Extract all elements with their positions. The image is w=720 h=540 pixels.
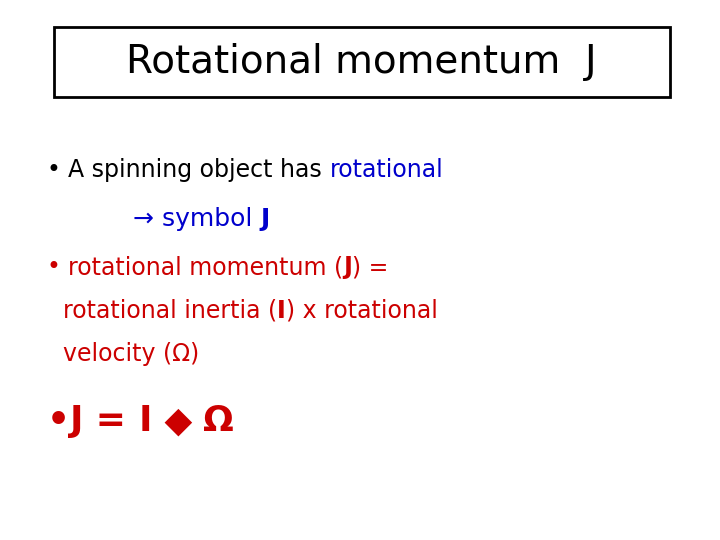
- Text: J: J: [261, 207, 270, 231]
- FancyBboxPatch shape: [54, 27, 670, 97]
- Text: ) x rotational: ) x rotational: [286, 299, 437, 322]
- Text: ) =: ) =: [352, 255, 389, 279]
- Text: rotational momentum (: rotational momentum (: [68, 255, 343, 279]
- Text: velocity (Ω): velocity (Ω): [63, 342, 199, 366]
- Text: •: •: [47, 158, 68, 182]
- Text: Rotational momentum  J: Rotational momentum J: [127, 43, 597, 81]
- Text: •: •: [47, 255, 68, 279]
- Text: A spinning object has: A spinning object has: [68, 158, 330, 182]
- Text: I: I: [276, 299, 286, 322]
- Text: rotational inertia (: rotational inertia (: [63, 299, 276, 322]
- Text: Ω: Ω: [203, 404, 234, 438]
- Text: =: =: [84, 404, 139, 438]
- Text: J: J: [343, 255, 352, 279]
- Text: J: J: [70, 404, 84, 438]
- Text: ◆: ◆: [153, 404, 203, 438]
- Text: → symbol: → symbol: [133, 207, 261, 231]
- Text: rotational: rotational: [330, 158, 444, 182]
- Text: •: •: [47, 404, 70, 438]
- Text: I: I: [139, 404, 153, 438]
